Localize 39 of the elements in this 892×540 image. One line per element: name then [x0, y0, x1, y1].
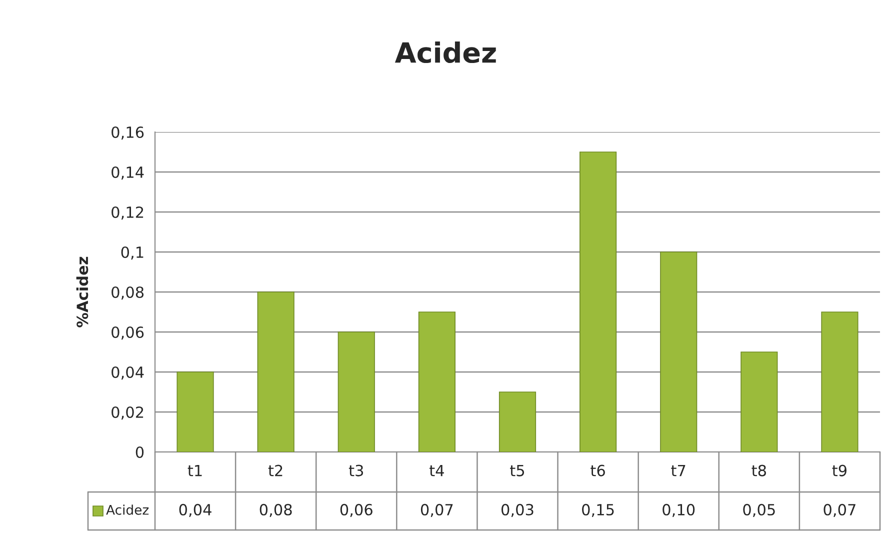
bar [498, 392, 536, 452]
bar [821, 312, 858, 452]
x-tick-label: t5 [510, 464, 524, 476]
x-tick-label: t6 [590, 464, 605, 476]
x-tick-label: t9 [832, 464, 847, 476]
bar [660, 252, 698, 452]
bar [338, 332, 375, 452]
bar [580, 152, 617, 452]
data-label: 0,08 [260, 504, 292, 517]
y-tick-label: 0,1 [121, 246, 144, 260]
data-label: 0,03 [502, 504, 534, 517]
data-label: 0,10 [662, 504, 695, 517]
x-tick-label: t2 [268, 464, 282, 476]
bar [257, 292, 294, 452]
chart-title: Acidez [394, 42, 496, 64]
data-label: 0,07 [824, 504, 856, 517]
y-tick-label: 0,14 [112, 166, 144, 180]
bar [176, 372, 214, 452]
y-tick-label: 0,06 [112, 326, 144, 340]
legend-label: Acidez [106, 504, 149, 515]
x-tick-label: t7 [671, 464, 686, 476]
y-axis-title: %Acidez [76, 256, 88, 328]
x-tick-label: t1 [188, 464, 202, 476]
y-tick-label: 0,16 [112, 126, 144, 140]
data-label: 0,04 [179, 504, 212, 517]
y-tick-label: 0,08 [112, 286, 144, 300]
x-tick-label: t8 [752, 464, 766, 476]
data-label: 0,07 [420, 504, 453, 517]
y-tick-label: 0,12 [112, 206, 144, 220]
bar [740, 352, 778, 452]
x-tick-label: t3 [348, 464, 364, 476]
bar [418, 312, 456, 452]
data-label: 0,05 [743, 504, 775, 517]
y-tick-label: 0 [136, 446, 144, 458]
y-tick-label: 0,02 [112, 406, 144, 420]
data-label: 0,15 [582, 504, 614, 517]
y-tick-label: 0,04 [112, 366, 144, 380]
x-tick-label: t4 [430, 464, 444, 476]
data-label: 0,06 [340, 504, 372, 517]
